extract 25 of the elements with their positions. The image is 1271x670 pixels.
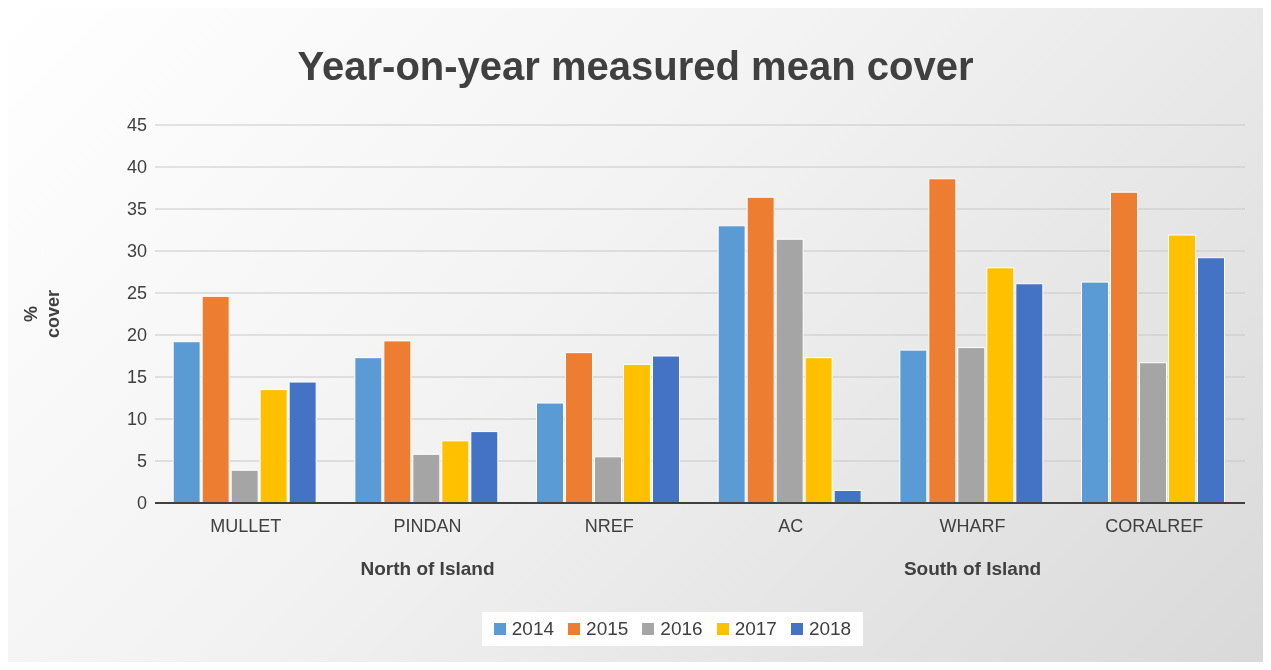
y-tick-label: 15 [126,367,147,388]
text: South of Island [902,558,1043,580]
text: North of Island [359,558,496,580]
x-tick-label: CORALREF [1105,515,1204,536]
x-tick-label: NREF [584,515,634,536]
chart-title: Year-on-year measured mean cover [296,44,975,89]
text: 2015 [586,618,629,640]
y-tick-label: 45 [126,115,147,136]
y-tick-label: 35 [126,199,147,220]
x-tick-label: WHARF [939,515,1006,536]
y-tick-label: 20 [126,325,147,346]
legend-label: 2016 [660,618,703,640]
legend-label: 2014 [511,618,555,640]
y-tick-label: 10 [126,409,147,430]
y-tick-label: 30 [126,241,147,262]
y-tick-label: 5 [136,451,147,472]
y-tick-label: 40 [126,157,147,178]
y-tick-label: 0 [136,493,147,514]
y-axis-title: % cover [21,289,63,339]
legend-label: 2018 [808,618,852,640]
x-tick-label: MULLET [210,515,282,536]
legend-label: 2017 [734,618,777,640]
y-tick-label: 25 [126,283,147,304]
x-tick-label: PINDAN [393,515,462,536]
x-tick-label: AC [778,515,804,536]
